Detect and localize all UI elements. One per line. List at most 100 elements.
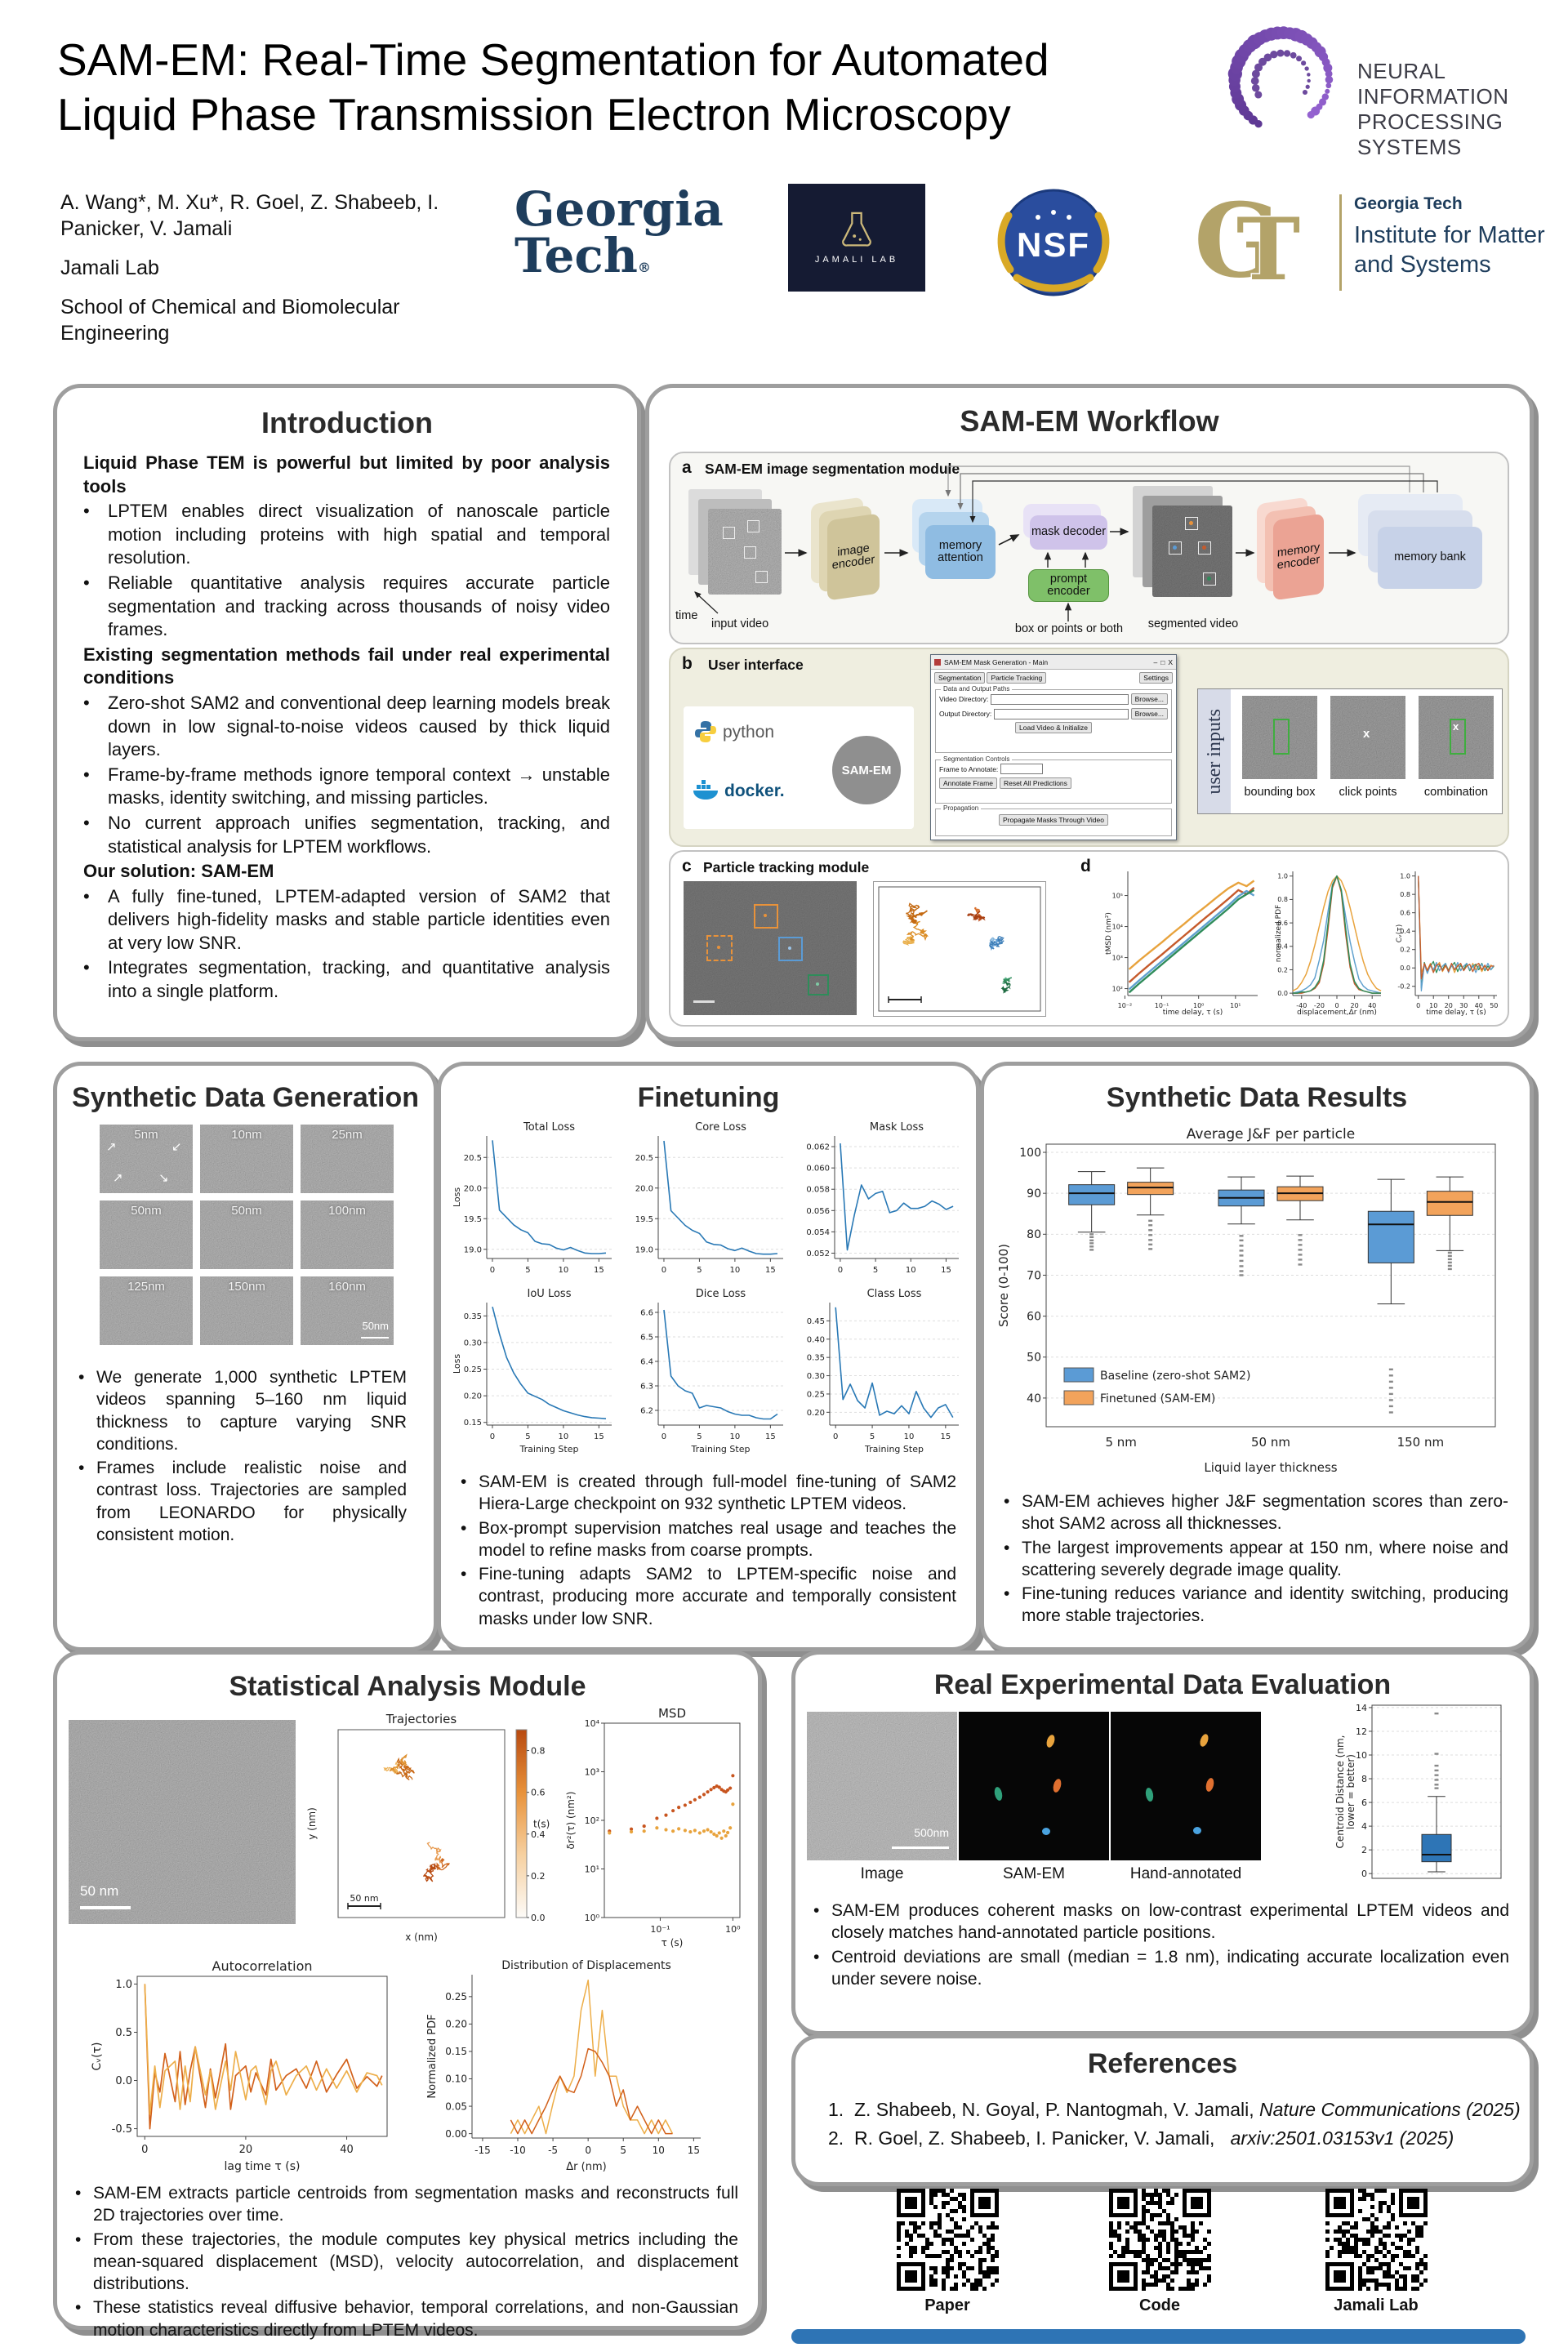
svg-text:0.8: 0.8 xyxy=(1400,891,1410,898)
svg-text:100: 100 xyxy=(1019,1147,1041,1160)
segmentation-controls-group: Segmentation Controls Frame to Annotate:… xyxy=(935,755,1172,804)
svg-text:10¹: 10¹ xyxy=(1230,1002,1241,1009)
svg-text:10²: 10² xyxy=(1112,985,1123,992)
svg-text:0.0: 0.0 xyxy=(1400,964,1410,972)
intro-bullet: • A fully fine-tuned, LPTEM-adapted versi… xyxy=(83,885,610,953)
svg-text:lag time τ (s): lag time τ (s) xyxy=(225,2160,301,2173)
svg-text:20.0: 20.0 xyxy=(635,1184,653,1193)
click-point-marker: x xyxy=(1363,727,1370,741)
svg-text:5: 5 xyxy=(525,1432,530,1441)
svg-text:-0.5: -0.5 xyxy=(112,2123,132,2136)
track-box-blue xyxy=(778,937,803,961)
workflow-d-label: d xyxy=(1080,857,1091,875)
frame-annotate-input[interactable] xyxy=(1000,764,1044,774)
svg-text:0.4: 0.4 xyxy=(531,1829,546,1840)
svg-text:Cᵥ(τ): Cᵥ(τ) xyxy=(1396,924,1404,942)
svg-text:10⁰: 10⁰ xyxy=(585,1913,600,1923)
window-minimize-button[interactable]: – xyxy=(1153,657,1158,666)
svg-text:x (nm): x (nm) xyxy=(405,1931,438,1943)
workflow-title: SAM-EM Workflow xyxy=(960,404,1219,438)
msd-chart: 10⁰ 10¹ 10² 10³ 10⁴ 10⁻¹ 10⁰ MSD τ (s) δr²(τ) (nm… xyxy=(565,1705,746,1950)
jamali-lab-logo-text: JAMALI LAB xyxy=(814,255,899,265)
click-points-image: x xyxy=(1330,696,1405,779)
output-dir-input[interactable] xyxy=(994,708,1129,719)
stats-bullet: • From these trajectories, the module com… xyxy=(75,2230,738,2294)
prompt-hint-label: box or points or both xyxy=(1014,622,1124,635)
svg-text:0.2: 0.2 xyxy=(1400,947,1410,954)
svg-text:0.15: 0.15 xyxy=(464,1419,482,1428)
real-data-panel: Real Experimental Data Evaluation 500nm … xyxy=(791,1650,1534,2035)
introduction-title: Introduction xyxy=(261,406,433,439)
svg-text:20: 20 xyxy=(239,2144,253,2156)
svg-text:0.35: 0.35 xyxy=(464,1312,482,1321)
docker-icon xyxy=(693,780,718,800)
samem-mask-image xyxy=(959,1712,1109,1860)
svg-text:Total Loss: Total Loss xyxy=(523,1121,575,1134)
svg-text:70: 70 xyxy=(1027,1269,1041,1282)
svg-text:1.0: 1.0 xyxy=(1277,873,1288,880)
qr-paper: Paper xyxy=(894,2189,1000,2319)
workflow-b-label: b xyxy=(682,654,693,673)
svg-text:0.20: 0.20 xyxy=(464,1392,482,1401)
svg-text:0.8: 0.8 xyxy=(1277,896,1288,903)
settings-button[interactable]: Settings xyxy=(1139,672,1173,684)
memory-attention-node: memory attention xyxy=(925,525,996,579)
hand-annotated-label: Hand-annotated xyxy=(1129,1865,1242,1882)
scalebar xyxy=(693,1000,715,1003)
window-maximize-button[interactable]: □ xyxy=(1160,657,1165,666)
video-dir-input[interactable] xyxy=(991,693,1129,705)
propagate-masks-button[interactable]: Propagate Masks Through Video xyxy=(999,814,1108,826)
intro-bullet: • LPTEM enables direct visualization of n… xyxy=(83,501,610,568)
synthetic-data-generation-panel: Synthetic Data Generation 5nm ↗ ↙ ↗ ↘ 10nm 25n… xyxy=(53,1062,438,1651)
combination-label: combination xyxy=(1423,786,1489,799)
prompt-encoder-node: prompt encoder xyxy=(1028,569,1109,602)
svg-text:150 nm: 150 nm xyxy=(1397,1435,1445,1450)
window-close-button[interactable]: X xyxy=(1168,657,1173,666)
hand-annotated-image xyxy=(1111,1712,1261,1860)
svg-text:4: 4 xyxy=(1361,1821,1367,1832)
introduction-panel: Introduction Liquid Phase TEM is powerfu… xyxy=(53,384,641,1041)
svg-text:0.35: 0.35 xyxy=(807,1354,825,1363)
svg-text:15: 15 xyxy=(765,1432,776,1441)
svg-text:Mask Loss: Mask Loss xyxy=(870,1121,924,1134)
annotate-frame-button[interactable]: Annotate Frame xyxy=(939,777,997,789)
intro-heading-1: Liquid Phase TEM is powerful but limited… xyxy=(83,452,610,497)
python-label: python xyxy=(723,723,775,742)
intro-bullet: • Frame-by-frame methods ignore temporal … xyxy=(83,764,610,808)
stats-bullet: • These statistics reveal diffusive behav… xyxy=(75,2298,738,2340)
svg-text:20: 20 xyxy=(1351,1002,1359,1009)
svg-text:0: 0 xyxy=(833,1432,838,1441)
sdg-tile: 25nm xyxy=(301,1125,394,1193)
frame-annotate-label: Frame to Annotate: xyxy=(939,764,999,773)
output-dir-browse-button[interactable]: Browse... xyxy=(1130,708,1168,719)
svg-text:0.054: 0.054 xyxy=(806,1228,830,1237)
svg-text:5: 5 xyxy=(697,1266,702,1275)
results-bullet: • The largest improvements appear at 150 … xyxy=(1004,1538,1508,1579)
memory-bank-node: memory bank xyxy=(1378,527,1482,589)
paths-group: Data and Output Paths Video Directory: Br… xyxy=(935,685,1172,753)
svg-text:G: G xyxy=(1194,188,1281,298)
tab-segmentation[interactable]: Segmentation xyxy=(934,672,986,684)
click-point-marker: x xyxy=(1453,720,1459,733)
qr-paper-label: Paper xyxy=(924,2296,970,2314)
reset-predictions-button[interactable]: Reset All Predictions xyxy=(999,777,1071,789)
svg-text:10: 10 xyxy=(730,1432,741,1441)
user-inputs-box: user inputs x x bounding box click point… xyxy=(1197,688,1503,814)
svg-text:0.056: 0.056 xyxy=(806,1207,830,1216)
svg-text:10⁻²: 10⁻² xyxy=(1118,1002,1133,1009)
svg-text:10⁻¹: 10⁻¹ xyxy=(1155,1002,1169,1009)
video-dir-browse-button[interactable]: Browse... xyxy=(1130,693,1168,705)
svg-text:30: 30 xyxy=(1459,1002,1468,1009)
svg-text:40: 40 xyxy=(1475,1002,1483,1009)
load-video-button[interactable]: Load Video & Initialize xyxy=(1015,722,1092,733)
results-title: Synthetic Data Results xyxy=(1106,1082,1408,1113)
svg-text:IoU Loss: IoU Loss xyxy=(528,1288,572,1300)
svg-text:Baseline (zero-shot SAM2): Baseline (zero-shot SAM2) xyxy=(1100,1370,1250,1383)
svg-text:50 nm: 50 nm xyxy=(1251,1435,1290,1450)
svg-text:0: 0 xyxy=(490,1266,495,1275)
svg-text:0: 0 xyxy=(1416,1002,1420,1009)
svg-text:Finetuned (SAM-EM): Finetuned (SAM-EM) xyxy=(1100,1392,1215,1405)
tab-particle-tracking[interactable]: Particle Tracking xyxy=(987,672,1047,684)
svg-text:19.5: 19.5 xyxy=(635,1215,653,1224)
sdg-tile: 5nm ↗ ↙ ↗ ↘ xyxy=(100,1125,193,1193)
